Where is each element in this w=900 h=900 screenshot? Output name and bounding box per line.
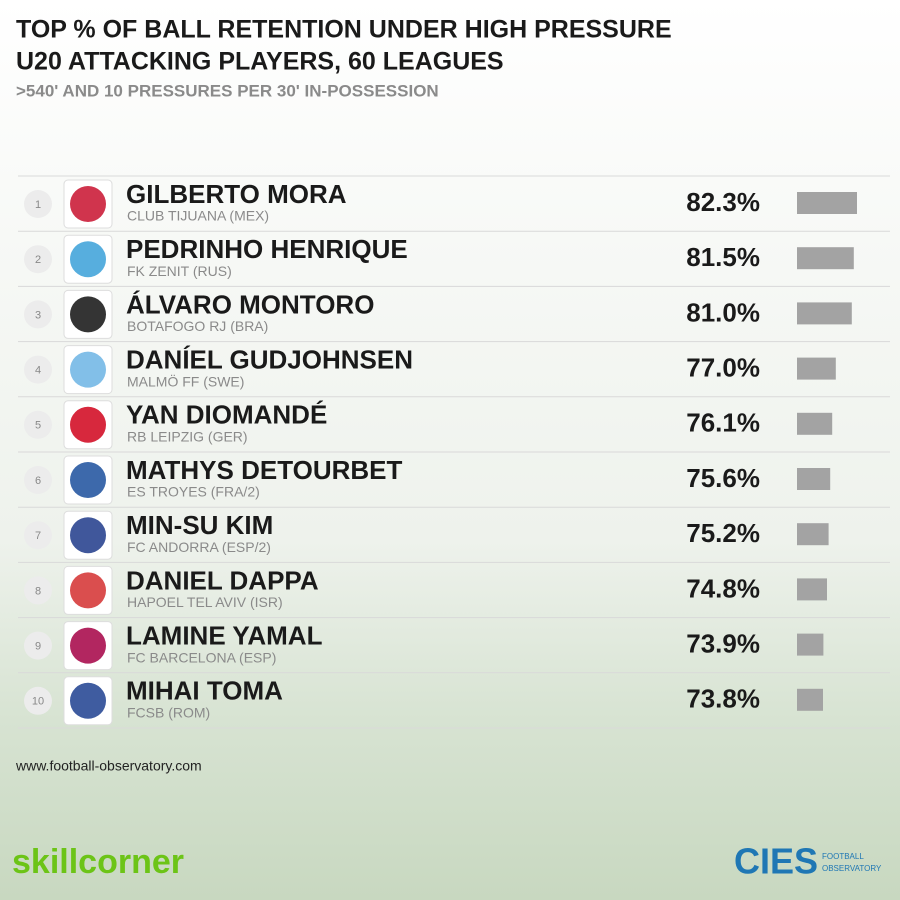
club-name: FC ANDORRA (ESP/2): [127, 539, 271, 555]
player-name: DANIEL DAPPA: [126, 565, 319, 595]
title: TOP % OF BALL RETENTION UNDER HIGH PRESS…: [16, 16, 672, 44]
title: U20 ATTACKING PLAYERS, 60 LEAGUES: [16, 48, 504, 76]
rank-badge: [24, 521, 52, 550]
rank: 1: [35, 199, 41, 211]
bar: [797, 412, 833, 435]
club-logo: [70, 351, 106, 388]
value-label: 81.5%: [686, 242, 760, 272]
club-name: FC BARCELONA (ESP): [127, 649, 276, 665]
rank-badge: [24, 190, 52, 218]
club-name: CLUB TIJUANA (MEX): [127, 208, 269, 224]
bar: [797, 468, 831, 490]
club-logo: [70, 462, 106, 498]
player-name: LAMINE YAMAL: [126, 620, 323, 650]
club-logo: [70, 627, 106, 664]
rank: 9: [35, 641, 41, 653]
value-label: 74.8%: [686, 573, 760, 603]
player-name: GILBERTO MORA: [126, 179, 347, 209]
rank: 6: [35, 475, 41, 487]
club-name: HAPOEL TEL AVIV (ISR): [127, 594, 283, 610]
player-name: MIN-SU KIM: [126, 510, 273, 540]
club-name: BOTAFOGO RJ (BRA): [127, 318, 268, 334]
player-name: MATHYS DETOURBET: [126, 455, 402, 485]
club-logo: [70, 682, 106, 719]
club-logo: [70, 241, 106, 278]
rank: 5: [35, 420, 41, 432]
rank-badge: [24, 466, 52, 494]
bar: [797, 578, 827, 601]
bar: [797, 633, 824, 656]
rank: 3: [35, 309, 41, 321]
rank-badge: [24, 631, 52, 660]
value-label: 77.0%: [686, 352, 760, 382]
value-label: 73.9%: [686, 628, 760, 658]
rank: 7: [35, 530, 41, 542]
club-logo: [70, 572, 106, 609]
player-name: DANÍEL GUDJOHNSEN: [126, 344, 413, 374]
bar: [797, 357, 836, 380]
rank-badge: [24, 686, 52, 715]
bar: [797, 192, 857, 214]
value-label: 75.6%: [686, 463, 760, 493]
rank: 2: [35, 254, 41, 266]
player-name: PEDRINHO HENRIQUE: [126, 234, 408, 264]
rank-badge: [24, 576, 52, 605]
skillcorner-logo: skillcorner: [12, 843, 184, 881]
cies-caption: FOOTBALL: [822, 852, 864, 861]
club-logo: [70, 296, 106, 333]
value-label: 81.0%: [686, 297, 760, 327]
subtitle: >540' AND 10 PRESSURES PER 30' IN-POSSES…: [16, 81, 439, 100]
rank-badge: [24, 410, 52, 439]
rank: 10: [32, 696, 44, 708]
club-name: FCSB (ROM): [127, 705, 210, 721]
rank: 8: [35, 585, 41, 597]
club-name: RB LEIPZIG (GER): [127, 429, 248, 445]
bar: [797, 523, 829, 546]
club-name: FK ZENIT (RUS): [127, 263, 232, 279]
bar: [797, 688, 823, 711]
source: www.football-observatory.com: [15, 758, 202, 774]
value-label: 73.8%: [686, 684, 760, 714]
player-name: YAN DIOMANDÉ: [126, 400, 327, 430]
club-logo: [70, 517, 106, 554]
club-name: ES TROYES (FRA/2): [127, 484, 260, 500]
rank-badge: [24, 245, 52, 274]
club-logo: [70, 186, 106, 222]
club-name: MALMÖ FF (SWE): [127, 372, 244, 389]
value-label: 82.3%: [686, 187, 760, 217]
club-logo: [70, 406, 106, 443]
rank-badge: [24, 300, 52, 329]
player-name: ÁLVARO MONTORO: [126, 289, 374, 319]
rank: 4: [35, 365, 41, 377]
bar: [797, 302, 852, 325]
bar: [797, 247, 854, 270]
value-label: 75.2%: [686, 518, 760, 548]
rank-badge: [24, 355, 52, 384]
player-name: MIHAI TOMA: [126, 676, 283, 706]
cies-caption: OBSERVATORY: [822, 864, 882, 873]
value-label: 76.1%: [686, 408, 760, 438]
cies-logo: CIES: [734, 841, 818, 882]
